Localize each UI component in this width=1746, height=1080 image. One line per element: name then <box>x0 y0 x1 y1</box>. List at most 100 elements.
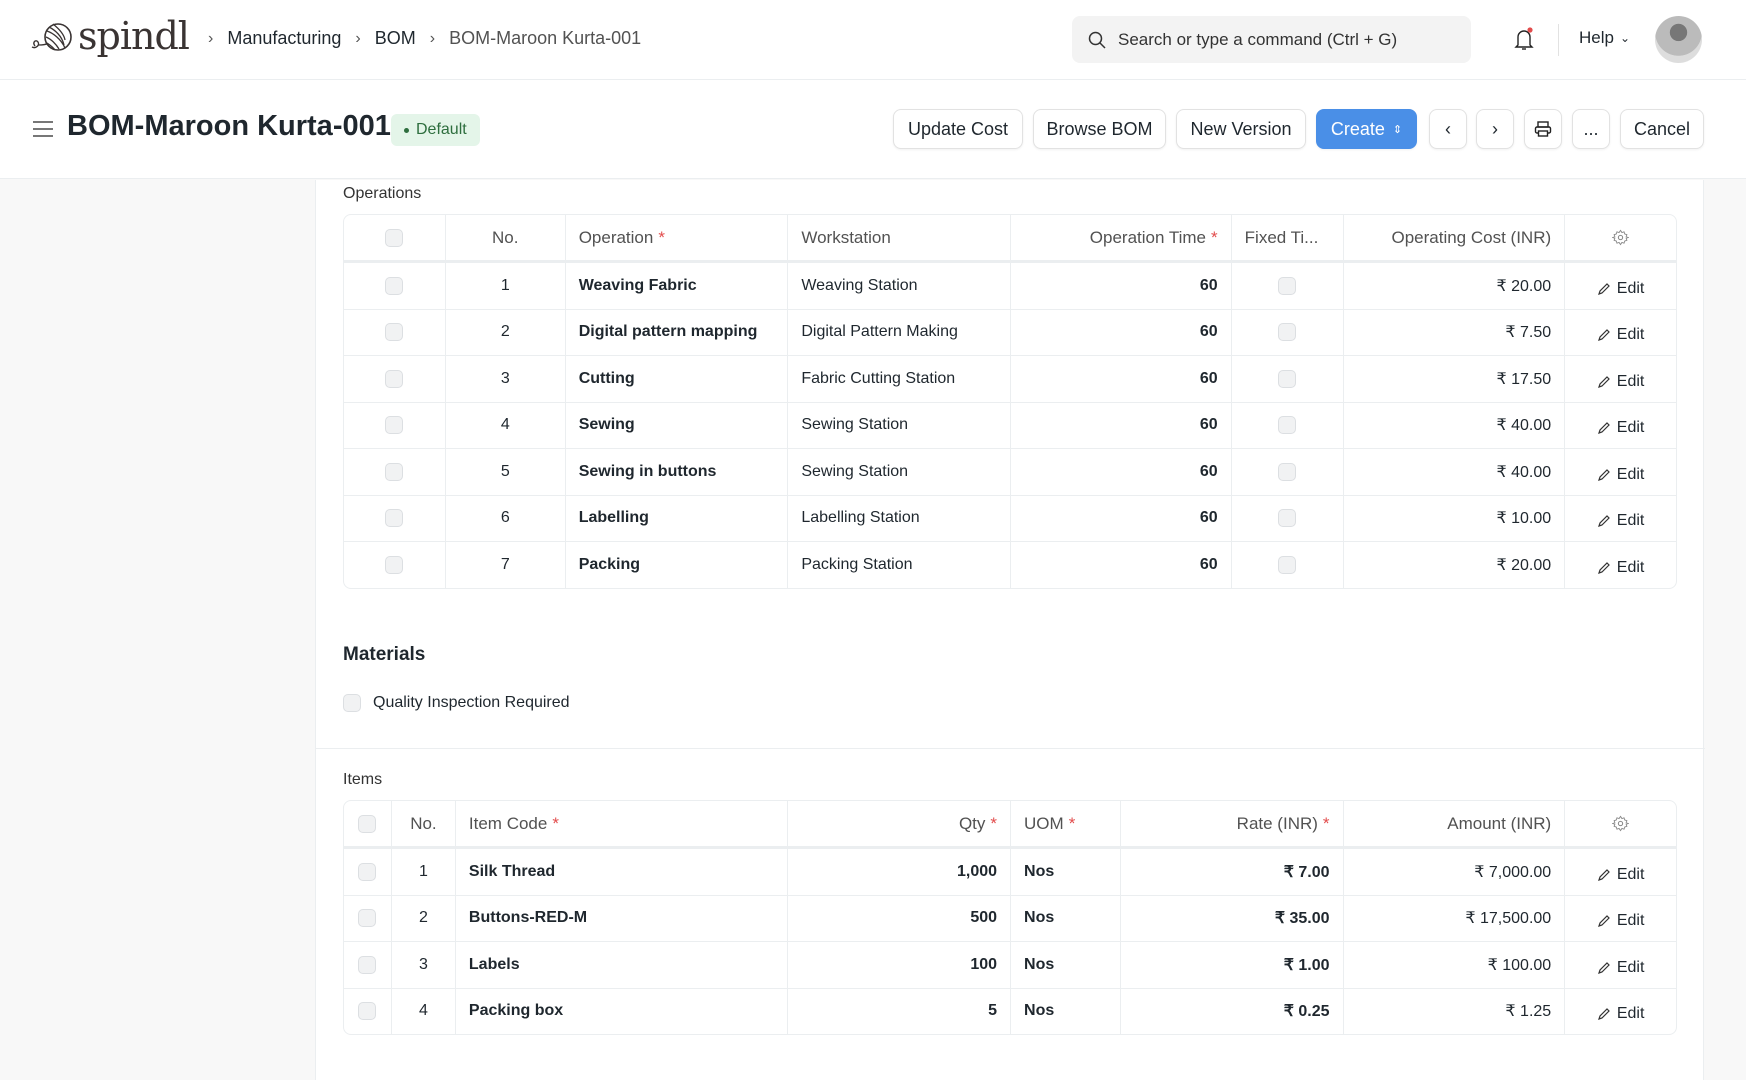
operation-time-cell[interactable]: 60 <box>1010 542 1231 588</box>
item-code-cell[interactable]: Packing box <box>454 988 787 1034</box>
qty-cell[interactable]: 1,000 <box>787 849 1010 895</box>
new-version-button[interactable]: New Version <box>1176 109 1306 149</box>
rate-cell[interactable]: ₹ 0.25 <box>1119 988 1343 1034</box>
edit-row-button[interactable]: Edit <box>1578 959 1663 977</box>
row-checkbox[interactable] <box>385 462 404 481</box>
uom-cell[interactable]: Nos <box>1010 942 1120 988</box>
operation-cell[interactable]: Labelling <box>564 495 788 541</box>
cancel-button[interactable]: Cancel <box>1620 109 1704 149</box>
operating-cost-cell[interactable]: ₹ 20.00 <box>1342 263 1565 309</box>
workstation-cell[interactable]: Digital Pattern Making <box>787 309 1010 355</box>
table-row[interactable]: 2 Digital pattern mapping Digital Patter… <box>344 308 1676 355</box>
item-code-cell[interactable]: Labels <box>454 942 787 988</box>
operation-time-cell[interactable]: 60 <box>1010 402 1231 448</box>
next-button[interactable]: › <box>1476 109 1514 149</box>
edit-row-button[interactable]: Edit <box>1578 866 1663 884</box>
row-checkbox[interactable] <box>358 1002 377 1021</box>
row-checkbox[interactable] <box>385 369 404 388</box>
operating-cost-cell[interactable]: ₹ 40.00 <box>1342 449 1565 495</box>
operation-cell[interactable]: Digital pattern mapping <box>564 309 788 355</box>
notifications-button[interactable] <box>1512 26 1536 57</box>
table-row[interactable]: 4 Sewing Sewing Station 60 ₹ 40.00 Edit <box>344 401 1676 448</box>
operation-time-cell[interactable]: 60 <box>1010 356 1231 402</box>
operation-cell[interactable]: Sewing <box>564 402 788 448</box>
table-row[interactable]: 1 Silk Thread 1,000 Nos ₹ 7.00 ₹ 7,000.0… <box>344 848 1676 895</box>
browse-bom-button[interactable]: Browse BOM <box>1033 109 1166 149</box>
qty-cell[interactable]: 5 <box>787 988 1010 1034</box>
edit-row-button[interactable]: Edit <box>1578 559 1663 577</box>
rate-cell[interactable]: ₹ 7.00 <box>1119 849 1343 895</box>
quality-inspection-field[interactable]: Quality Inspection Required <box>343 694 570 712</box>
operation-time-cell[interactable]: 60 <box>1010 263 1231 309</box>
operation-cell[interactable]: Weaving Fabric <box>564 263 788 309</box>
uom-cell[interactable]: Nos <box>1010 849 1120 895</box>
edit-row-button[interactable]: Edit <box>1578 419 1663 437</box>
breadcrumb-current[interactable]: BOM-Maroon Kurta-001 <box>449 28 642 48</box>
update-cost-button[interactable]: Update Cost <box>893 109 1023 149</box>
sidebar-toggle[interactable] <box>32 120 54 143</box>
operation-time-cell[interactable]: 60 <box>1010 495 1231 541</box>
row-checkbox[interactable] <box>385 416 404 435</box>
edit-row-button[interactable]: Edit <box>1578 466 1663 484</box>
print-button[interactable] <box>1524 109 1562 149</box>
more-actions-button[interactable]: ... <box>1572 109 1610 149</box>
edit-row-button[interactable]: Edit <box>1578 280 1663 298</box>
row-checkbox[interactable] <box>385 509 404 528</box>
fixed-time-checkbox[interactable] <box>1278 555 1297 574</box>
column-settings-button[interactable] <box>1564 801 1676 846</box>
qty-cell[interactable]: 100 <box>787 942 1010 988</box>
fixed-time-checkbox[interactable] <box>1278 276 1297 295</box>
qty-cell[interactable]: 500 <box>787 895 1010 941</box>
rate-cell[interactable]: ₹ 35.00 <box>1119 895 1343 941</box>
fixed-time-checkbox[interactable] <box>1278 369 1297 388</box>
select-all-checkbox[interactable] <box>358 814 377 833</box>
column-settings-button[interactable] <box>1564 215 1676 260</box>
row-checkbox[interactable] <box>358 862 377 881</box>
fixed-time-checkbox[interactable] <box>1278 323 1297 342</box>
operating-cost-cell[interactable]: ₹ 7.50 <box>1342 309 1565 355</box>
edit-row-button[interactable]: Edit <box>1578 512 1663 530</box>
table-row[interactable]: 6 Labelling Labelling Station 60 ₹ 10.00… <box>344 494 1676 541</box>
table-row[interactable]: 3 Cutting Fabric Cutting Station 60 ₹ 17… <box>344 355 1676 402</box>
table-row[interactable]: 7 Packing Packing Station 60 ₹ 20.00 Edi… <box>344 541 1676 588</box>
workstation-cell[interactable]: Weaving Station <box>787 263 1010 309</box>
table-row[interactable]: 3 Labels 100 Nos ₹ 1.00 ₹ 100.00 Edit <box>344 941 1676 988</box>
breadcrumb-manufacturing[interactable]: Manufacturing <box>227 28 342 48</box>
quality-inspection-checkbox[interactable] <box>343 694 361 712</box>
table-row[interactable]: 5 Sewing in buttons Sewing Station 60 ₹ … <box>344 448 1676 495</box>
workstation-cell[interactable]: Sewing Station <box>787 402 1010 448</box>
operating-cost-cell[interactable]: ₹ 40.00 <box>1342 402 1565 448</box>
edit-row-button[interactable]: Edit <box>1578 1005 1663 1023</box>
item-code-cell[interactable]: Silk Thread <box>454 849 787 895</box>
workstation-cell[interactable]: Fabric Cutting Station <box>787 356 1010 402</box>
avatar[interactable] <box>1655 16 1702 63</box>
select-all-checkbox[interactable] <box>385 228 404 247</box>
table-row[interactable]: 4 Packing box 5 Nos ₹ 0.25 ₹ 1.25 Edit <box>344 987 1676 1034</box>
workstation-cell[interactable]: Packing Station <box>787 542 1010 588</box>
operating-cost-cell[interactable]: ₹ 10.00 <box>1342 495 1565 541</box>
search-input[interactable]: Search or type a command (Ctrl + G) <box>1072 16 1471 63</box>
item-code-cell[interactable]: Buttons-RED-M <box>454 895 787 941</box>
operation-time-cell[interactable]: 60 <box>1010 449 1231 495</box>
workstation-cell[interactable]: Labelling Station <box>787 495 1010 541</box>
operating-cost-cell[interactable]: ₹ 20.00 <box>1342 542 1565 588</box>
row-checkbox[interactable] <box>358 909 377 928</box>
row-checkbox[interactable] <box>385 323 404 342</box>
create-button[interactable]: Create ⇕ <box>1316 109 1417 149</box>
operation-time-cell[interactable]: 60 <box>1010 309 1231 355</box>
operation-cell[interactable]: Sewing in buttons <box>564 449 788 495</box>
fixed-time-checkbox[interactable] <box>1278 416 1297 435</box>
previous-button[interactable]: ‹ <box>1429 109 1467 149</box>
fixed-time-checkbox[interactable] <box>1278 509 1297 528</box>
table-row[interactable]: 2 Buttons-RED-M 500 Nos ₹ 35.00 ₹ 17,500… <box>344 894 1676 941</box>
edit-row-button[interactable]: Edit <box>1578 912 1663 930</box>
uom-cell[interactable]: Nos <box>1010 988 1120 1034</box>
fixed-time-checkbox[interactable] <box>1278 462 1297 481</box>
edit-row-button[interactable]: Edit <box>1578 373 1663 391</box>
table-row[interactable]: 1 Weaving Fabric Weaving Station 60 ₹ 20… <box>344 262 1676 309</box>
workstation-cell[interactable]: Sewing Station <box>787 449 1010 495</box>
operation-cell[interactable]: Cutting <box>564 356 788 402</box>
spindl-logo[interactable]: spindl <box>30 14 190 58</box>
edit-row-button[interactable]: Edit <box>1578 326 1663 344</box>
operating-cost-cell[interactable]: ₹ 17.50 <box>1342 356 1565 402</box>
